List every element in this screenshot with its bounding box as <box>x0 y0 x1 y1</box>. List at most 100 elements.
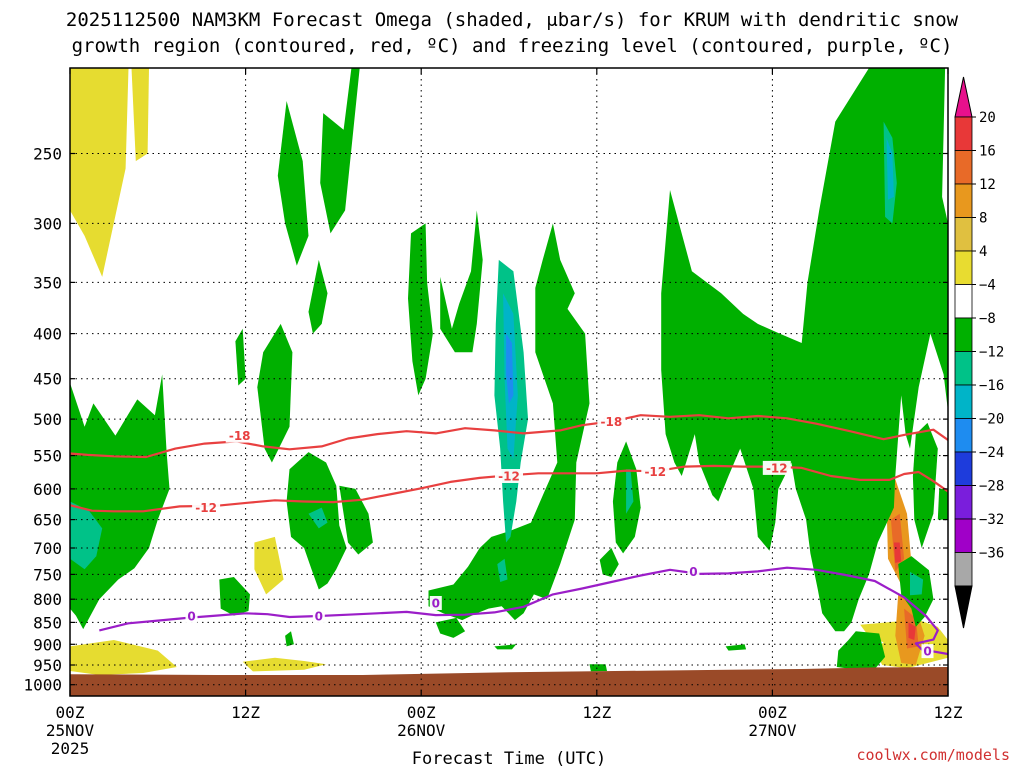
colorbar-label: −28 <box>979 479 1004 495</box>
plot-frame <box>69 67 949 697</box>
temperature-contours: -18 -18 -12 -12 -12 -12 0 0 0 0 0 <box>70 414 948 659</box>
freezing-level-label: 0 <box>923 645 931 659</box>
colorbar-label: −36 <box>979 546 1004 562</box>
y-tick-label: 650 <box>33 511 62 530</box>
omega-region-neg4-21 <box>285 631 294 647</box>
omega-region-neg4-29 <box>589 664 607 672</box>
x-tick-label: 2025 <box>51 739 90 758</box>
omega-region-pos4-1 <box>131 68 149 162</box>
terrain-shading <box>70 667 948 696</box>
chart-title-line-2: growth region (contoured, red, ºC) and f… <box>72 35 953 57</box>
dgz-contour-label: -18 <box>601 415 623 429</box>
contour-label-bg <box>429 596 442 610</box>
omega-region-pos4-0 <box>70 68 129 277</box>
dgz-contour--18 <box>70 414 948 459</box>
omega-region-pos4-4 <box>242 657 327 672</box>
colorbar-label: 20 <box>979 110 996 126</box>
y-tick-label: 750 <box>33 565 62 584</box>
colorbar-segment <box>954 351 973 386</box>
x-tick-label: 00Z <box>407 703 436 722</box>
omega-region-neg4-35 <box>725 644 747 651</box>
omega-region-pos4-2 <box>70 640 177 675</box>
omega-region-neg4-26 <box>494 644 517 650</box>
y-tick-label: 1000 <box>23 676 62 695</box>
contour-label-bg <box>192 500 221 515</box>
y-tick-label: 450 <box>33 370 62 389</box>
y-tick-label: 300 <box>33 214 62 233</box>
y-axis-pressure: 250 300 350 400 450 500 550 600 650 700 750 800 850 9… <box>23 145 948 695</box>
colorbar-segment <box>954 217 973 252</box>
y-tick-label: 400 <box>33 325 62 344</box>
colorbar-segment <box>954 384 973 419</box>
omega-region-neg4-24 <box>428 223 590 621</box>
dgz-contour-label: -12 <box>644 465 666 479</box>
colorbar-segment <box>954 418 973 453</box>
colorbar-segment <box>954 317 973 352</box>
colorbar-top-arrow <box>954 76 973 118</box>
dgz-contour--12 <box>70 464 948 513</box>
omega-region-neg8-41 <box>497 558 508 582</box>
omega-region-neg4-16 <box>257 323 293 463</box>
dgz-contour-label: -12 <box>498 470 520 484</box>
contour-label-bg <box>641 464 670 479</box>
omega-region-pos4-3 <box>254 536 284 595</box>
colorbar-segment <box>954 250 973 285</box>
contour-label-bg <box>762 460 791 475</box>
contour-label-bg <box>687 564 700 579</box>
x-tick-label: 12Z <box>231 703 260 722</box>
dgz-contour-label: -12 <box>195 501 217 515</box>
omega-region-neg4-34 <box>836 631 886 670</box>
omega-region-pos16-11 <box>908 622 916 640</box>
contour-label-bg <box>225 428 254 443</box>
x-tick-label: 12Z <box>582 703 611 722</box>
colorbar-label: 12 <box>979 177 996 193</box>
colorbar-label: −4 <box>979 278 996 294</box>
omega-region-neg4-25 <box>435 617 466 638</box>
y-tick-label: 900 <box>33 635 62 654</box>
contour-label-bg <box>921 644 934 659</box>
freezing-level-label: 0 <box>432 597 440 611</box>
chart-title: 2025112500 NAM3KM Forecast Omega (shaded… <box>66 9 959 57</box>
y-tick-label: 550 <box>33 447 62 466</box>
colorbar-label: −20 <box>979 412 1004 428</box>
colorbar-label: 16 <box>979 144 996 160</box>
colorbar-label: 8 <box>979 211 987 227</box>
x-tick-label: 26NOV <box>397 721 446 740</box>
y-tick-label: 350 <box>33 273 62 292</box>
gridlines <box>70 68 948 696</box>
y-tick-label: 500 <box>33 410 62 429</box>
colorbar-label: −16 <box>979 378 1004 394</box>
omega-region-neg4-13 <box>277 101 309 266</box>
omega-region-neg4-30 <box>661 68 948 632</box>
x-tick-label: 00Z <box>56 703 85 722</box>
omega-region-neg8-39 <box>626 469 634 514</box>
omega-region-neg4-22 <box>408 223 433 396</box>
y-tick-label: 700 <box>33 539 62 558</box>
omega-region-neg4-17 <box>235 328 246 386</box>
colorbar-label: −8 <box>979 311 996 327</box>
omega-region-neg4-20 <box>219 577 250 616</box>
colorbar: 20 16 12 8 4 −4 −8 −12 −16 −20 −24 −28 −32 −36 <box>954 76 1004 629</box>
colorbar-segment <box>954 485 973 520</box>
y-tick-label: 850 <box>33 613 62 632</box>
colorbar-segment <box>954 116 973 151</box>
colorbar-bottom-arrow <box>954 585 973 629</box>
y-tick-label: 950 <box>33 656 62 675</box>
dgz-contour-label: -18 <box>229 429 251 443</box>
freezing-level-contour-0 <box>99 566 948 656</box>
y-tick-label: 600 <box>33 480 62 499</box>
contour-label-bg <box>495 469 523 483</box>
omega-region-neg4-32 <box>937 488 948 520</box>
contour-label-bg <box>597 414 626 429</box>
colorbar-label: 4 <box>979 244 987 260</box>
freezing-level-label: 0 <box>315 610 323 624</box>
freezing-level-label: 0 <box>187 610 195 624</box>
x-axis-title: Forecast Time (UTC) <box>412 749 606 768</box>
x-tick-label: 25NOV <box>46 721 95 740</box>
omega-region-neg4-28 <box>599 548 619 577</box>
omega-region-neg4-12 <box>70 374 170 630</box>
contour-label-bg <box>312 609 325 623</box>
omega-region-neg8-36 <box>70 501 103 570</box>
y-tick-label: 250 <box>33 145 62 164</box>
